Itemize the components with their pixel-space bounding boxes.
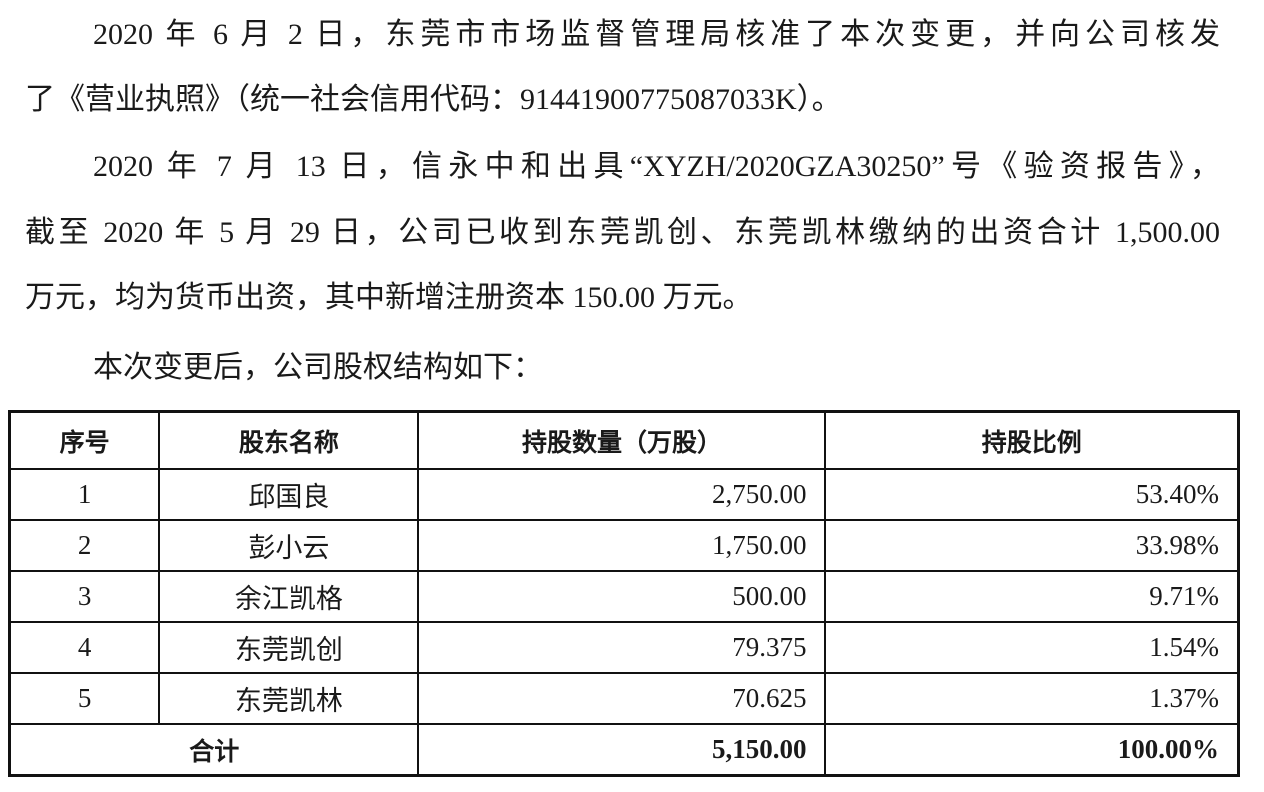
cell-index: 3 xyxy=(8,570,161,623)
cell-ratio: 53.40% xyxy=(824,468,1240,521)
shareholding-table: 序号 股东名称 持股数量（万股） 持股比例 1 邱国良 2,750.00 53.40%… xyxy=(8,410,1240,777)
text-line: 万元，均为货币出资，其中新增注册资本 150.00 万元。 xyxy=(25,281,753,314)
total-shares: 5,150.00 xyxy=(417,723,827,777)
header-shares: 持股数量（万股） xyxy=(417,410,827,470)
table-row: 1 邱国良 2,750.00 53.40% xyxy=(8,468,1240,521)
cell-shares: 1,750.00 xyxy=(417,519,827,572)
text-line: 2020 年 6 月 2 日，东莞市市场监督管理局核准了本次变更，并向公司核发 xyxy=(93,18,1220,51)
text-line: 截至 2020 年 5 月 29 日，公司已收到东莞凯创、东莞凯林缴纳的出资合计… xyxy=(25,216,1220,249)
header-ratio: 持股比例 xyxy=(824,410,1240,470)
table-row: 2 彭小云 1,750.00 33.98% xyxy=(8,519,1240,572)
text-line: 了《营业执照》（统一社会信用代码：91441900775087033K）。 xyxy=(25,83,842,116)
cell-shares: 70.625 xyxy=(417,672,827,725)
cell-shareholder: 邱国良 xyxy=(158,468,420,521)
cell-shares: 79.375 xyxy=(417,621,827,674)
cell-shares: 500.00 xyxy=(417,570,827,623)
cell-ratio: 33.98% xyxy=(824,519,1240,572)
cell-index: 4 xyxy=(8,621,161,674)
header-index: 序号 xyxy=(8,410,161,470)
cell-shareholder: 东莞凯创 xyxy=(158,621,420,674)
cell-index: 1 xyxy=(8,468,161,521)
table-row: 4 东莞凯创 79.375 1.54% xyxy=(8,621,1240,674)
cell-ratio: 1.54% xyxy=(824,621,1240,674)
header-shareholder: 股东名称 xyxy=(158,410,420,470)
cell-shares: 2,750.00 xyxy=(417,468,827,521)
table-total-row: 合计 5,150.00 100.00% xyxy=(8,723,1240,777)
text-line: 2020 年 7 月 13 日，信永中和出具“XYZH/2020GZA30250… xyxy=(93,150,1220,183)
cell-shareholder: 彭小云 xyxy=(158,519,420,572)
text-line: 本次变更后，公司股权结构如下： xyxy=(93,351,543,384)
cell-shareholder: 余江凯格 xyxy=(158,570,420,623)
cell-ratio: 9.71% xyxy=(824,570,1240,623)
table-header-row: 序号 股东名称 持股数量（万股） 持股比例 xyxy=(8,410,1240,470)
table-row: 3 余江凯格 500.00 9.71% xyxy=(8,570,1240,623)
total-label: 合计 xyxy=(8,723,420,777)
cell-index: 2 xyxy=(8,519,161,572)
cell-index: 5 xyxy=(8,672,161,725)
table-row: 5 东莞凯林 70.625 1.37% xyxy=(8,672,1240,725)
cell-shareholder: 东莞凯林 xyxy=(158,672,420,725)
total-ratio: 100.00% xyxy=(824,723,1240,777)
cell-ratio: 1.37% xyxy=(824,672,1240,725)
